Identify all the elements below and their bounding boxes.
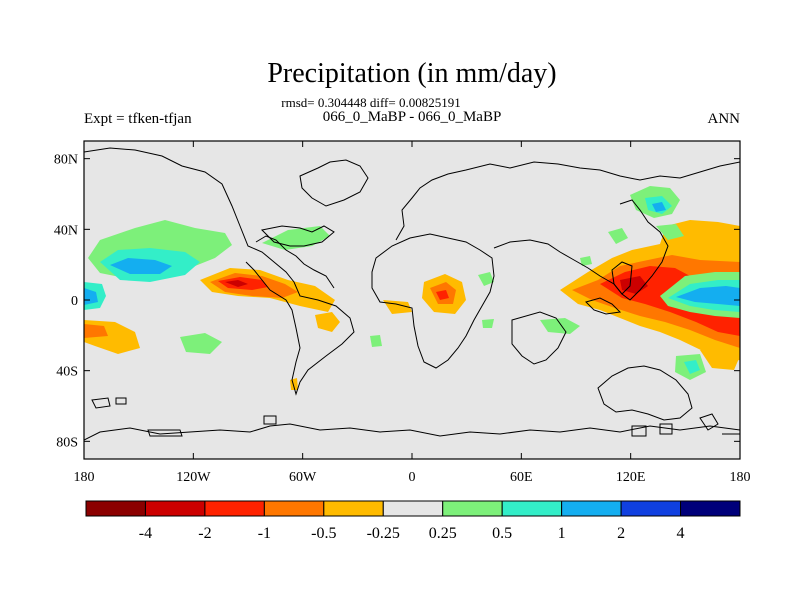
contour-fill xyxy=(684,360,700,374)
colorbar-box xyxy=(204,500,265,517)
left-string: Expt = tfken-tfjan xyxy=(84,111,192,127)
contour-fill xyxy=(608,228,628,244)
colorbar-label: -0.5 xyxy=(311,525,336,542)
precip-contours xyxy=(84,186,740,390)
coastline xyxy=(84,423,740,441)
coastline xyxy=(260,225,335,247)
map-title: Precipitation (in mm/day) xyxy=(267,58,556,89)
coastline xyxy=(395,161,740,241)
coastlines xyxy=(84,147,740,441)
contour-fill xyxy=(370,335,382,347)
contour-fill xyxy=(482,319,494,328)
coastline xyxy=(585,297,622,315)
stats-line: rmsd= 0.304448 diff= 0.00825191 xyxy=(281,95,460,110)
colorbar-label: -2 xyxy=(198,525,211,542)
colorbar-box xyxy=(263,500,325,517)
coastline xyxy=(493,199,669,301)
coastline xyxy=(611,261,633,295)
colorbar-box xyxy=(442,500,503,517)
colorbar-label: 0.25 xyxy=(429,525,457,542)
coastline xyxy=(147,429,183,437)
contour-fill xyxy=(84,324,108,338)
coastline xyxy=(115,397,127,405)
contour-fill xyxy=(436,290,449,300)
colorbar-box xyxy=(620,500,682,517)
lon-tick-label: 120E xyxy=(616,470,646,485)
colorbar-box xyxy=(561,500,622,517)
colorbar-box xyxy=(85,500,146,517)
contour-fill xyxy=(540,318,580,334)
contour-fill xyxy=(700,348,740,370)
coastline xyxy=(91,397,111,409)
lon-tick-label: 180 xyxy=(730,470,751,485)
lat-tick-label: 80N xyxy=(54,153,78,168)
coastline xyxy=(631,425,647,437)
coastline xyxy=(371,233,495,369)
lat-tick-label: 80S xyxy=(56,435,78,450)
contour-fill xyxy=(180,333,222,354)
colorbar-label: 0.5 xyxy=(492,525,512,542)
colorbar-box xyxy=(501,500,563,517)
right-string: ANN xyxy=(708,111,741,127)
colorbar: -4 -2 -1 -0.5 -0.25 0.25 0.5 1 2 4 xyxy=(85,500,741,542)
coastline xyxy=(597,365,693,421)
colorbar-label: 2 xyxy=(617,525,625,542)
contour-fill xyxy=(676,286,740,306)
lon-tick-label: 60E xyxy=(510,470,533,485)
lon-tick-label: 0 xyxy=(409,470,416,485)
lat-tick-label: 40N xyxy=(54,223,78,238)
map-subtitle: 066_0_MaBP - 066_0_MaBP xyxy=(323,109,502,125)
coastline xyxy=(263,415,277,425)
coastline xyxy=(299,159,369,207)
contour-fill xyxy=(315,312,340,332)
colorbar-label: 4 xyxy=(677,525,685,542)
colorbar-label: -4 xyxy=(139,525,152,542)
contour-fill xyxy=(652,202,666,212)
contour-fill xyxy=(110,258,172,274)
colorbar-box xyxy=(144,500,206,517)
lat-tick-label: 0 xyxy=(71,294,78,309)
contour-fill xyxy=(656,224,684,240)
map-panel: 80N 40N 0 40S 80S 180 120W 60W 0 60E 120E 180 xyxy=(54,140,751,485)
lon-tick-label: 180 xyxy=(74,470,95,485)
colorbar-box xyxy=(680,500,741,517)
coastline xyxy=(659,423,673,435)
lon-tick-label: 60W xyxy=(289,470,317,485)
contour-fill xyxy=(225,280,248,287)
lat-tick-label: 40S xyxy=(56,365,78,380)
coastline xyxy=(699,413,719,431)
colorbar-box xyxy=(382,500,444,517)
colorbar-label: 1 xyxy=(558,525,566,542)
contour-fill xyxy=(580,256,592,266)
colorbar-label: -1 xyxy=(258,525,271,542)
colorbar-label: -0.25 xyxy=(367,525,400,542)
axis-ticks: 80N 40N 0 40S 80S 180 120W 60W 0 60E 120E 180 xyxy=(54,141,751,485)
coastline xyxy=(511,311,567,365)
contour-fill xyxy=(478,272,494,286)
lon-tick-label: 120W xyxy=(176,470,211,485)
contour-fill xyxy=(84,288,98,305)
colorbar-box xyxy=(323,500,384,517)
coastline xyxy=(84,147,355,396)
